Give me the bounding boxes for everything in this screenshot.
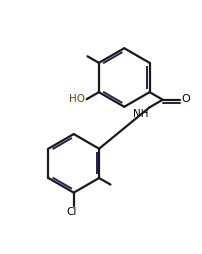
Text: NH: NH bbox=[133, 109, 149, 119]
Text: O: O bbox=[182, 94, 190, 104]
Text: Cl: Cl bbox=[66, 208, 77, 217]
Text: HO: HO bbox=[69, 94, 85, 104]
